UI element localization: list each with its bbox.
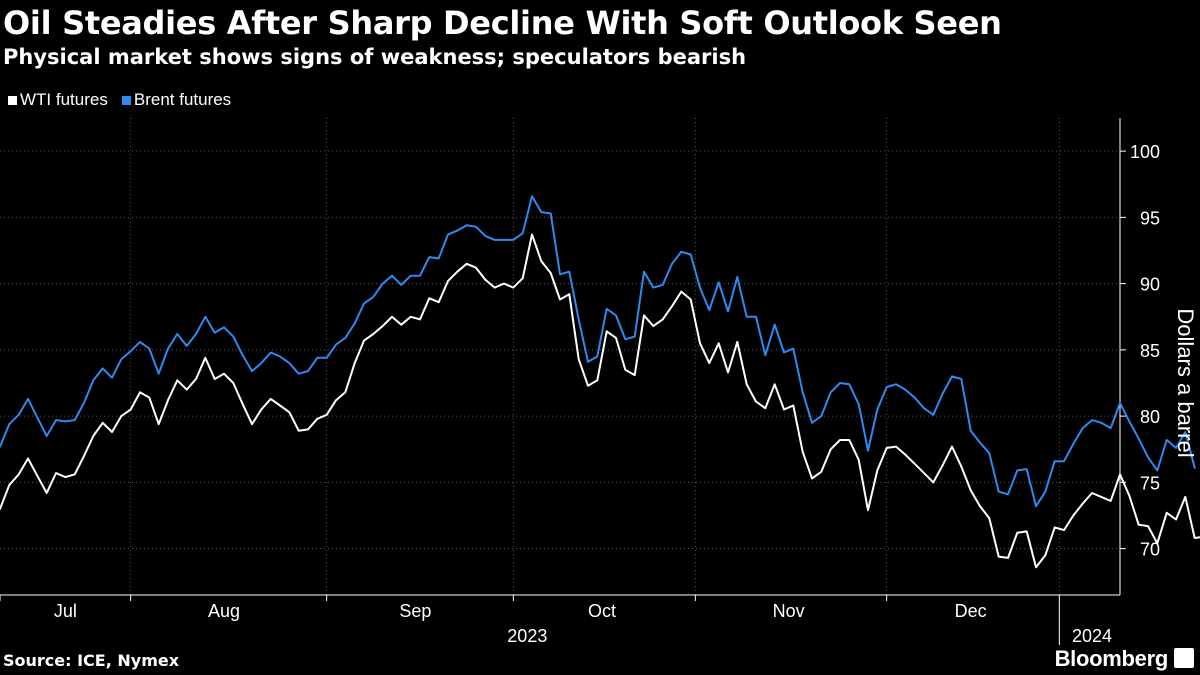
y-tick-label-90: 90 bbox=[1140, 275, 1160, 295]
chart-subtitle: Physical market shows signs of weakness;… bbox=[3, 45, 747, 69]
x-tick-label-jul: Jul bbox=[54, 601, 77, 621]
brand-logo: Bloomberg bbox=[1054, 646, 1169, 671]
legend-swatch-wti bbox=[8, 95, 17, 105]
legend-label-brent: Brent futures bbox=[133, 90, 232, 109]
y-axis-label: Dollars a barrel bbox=[1173, 308, 1198, 457]
x-tick-label-nov: Nov bbox=[773, 601, 805, 621]
x-tick-label-oct: Oct bbox=[588, 601, 616, 621]
year-label-2024: 2024 bbox=[1072, 626, 1112, 646]
source-note: Source: ICE, Nymex bbox=[3, 651, 180, 670]
terminal-icon bbox=[1174, 648, 1194, 668]
y-tick-label-95: 95 bbox=[1140, 208, 1160, 228]
legend-item-wti: WTI futures bbox=[8, 90, 108, 110]
x-tick-label-aug: Aug bbox=[208, 601, 240, 621]
legend-label-wti: WTI futures bbox=[20, 90, 108, 109]
legend: WTI futures Brent futures bbox=[8, 90, 231, 110]
y-tick-label-85: 85 bbox=[1140, 341, 1160, 361]
y-tick-label-100: 100 bbox=[1130, 142, 1160, 162]
year-label-2023: 2023 bbox=[507, 626, 547, 646]
legend-swatch-brent bbox=[121, 95, 131, 105]
grid-layer bbox=[0, 118, 1120, 595]
series-line-brent-futures bbox=[0, 195, 1196, 508]
y-tick-label-75: 75 bbox=[1140, 473, 1160, 493]
x-tick-label-dec: Dec bbox=[955, 601, 987, 621]
y-tick-label-80: 80 bbox=[1140, 407, 1160, 427]
legend-item-brent: Brent futures bbox=[121, 90, 232, 110]
series-layer bbox=[0, 195, 1200, 569]
chart-title: Oil Steadies After Sharp Decline With So… bbox=[3, 4, 1002, 42]
y-tick-label-70: 70 bbox=[1140, 540, 1160, 560]
series-line-wti-futures bbox=[0, 233, 1200, 569]
x-tick-label-sep: Sep bbox=[399, 601, 431, 621]
axis-layer: 70 75 80 85 90 95 100 Jul Aug Sep Oct Nov Dec 2023 202… bbox=[0, 118, 1160, 646]
